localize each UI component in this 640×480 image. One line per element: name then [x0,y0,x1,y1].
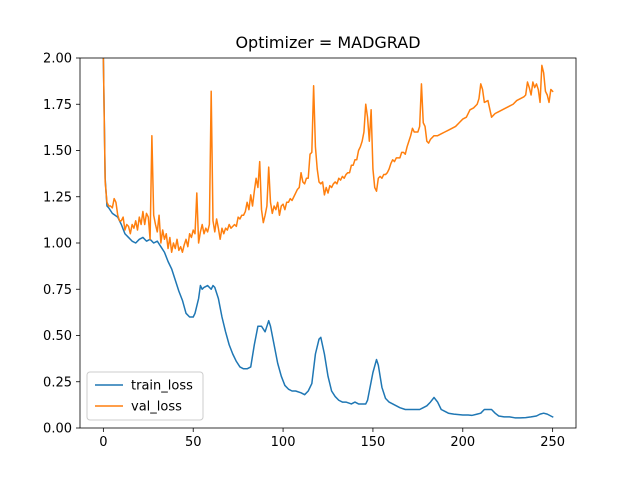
series-line-val-loss [102,58,554,253]
y-tick-label: 1.50 [43,144,72,159]
legend: train_loss val_loss [86,371,204,421]
legend-box [86,371,204,421]
y-tick-label: 1.25 [43,190,72,205]
y-tick-label: 1.75 [43,98,72,113]
series-lines [102,58,554,419]
chart-title: Optimizer = MADGRAD [235,33,420,52]
legend-label-val-loss: val_loss [131,400,182,415]
series-line-train-loss [102,58,554,419]
y-tick-label: 2.00 [43,52,72,67]
x-tick-label: 0 [99,435,107,450]
x-tick-label: 200 [450,435,475,450]
y-tick-label: 0.75 [43,283,72,298]
legend-label-train-loss: train_loss [131,379,193,394]
x-tick-label: 100 [271,435,296,450]
x-tick-label: 150 [361,435,386,450]
y-tick-label: 1.00 [43,237,72,252]
y-tick-label: 0.25 [43,375,72,390]
x-tick-label: 250 [540,435,565,450]
plot-area: 0 50 100 150 200 250 0.00 0.25 0.50 0.75 1.00 1.25 1… [43,52,577,450]
x-tick-label: 50 [185,435,202,450]
y-tick-label: 0.50 [43,329,72,344]
y-tick-label: 0.00 [43,422,72,437]
